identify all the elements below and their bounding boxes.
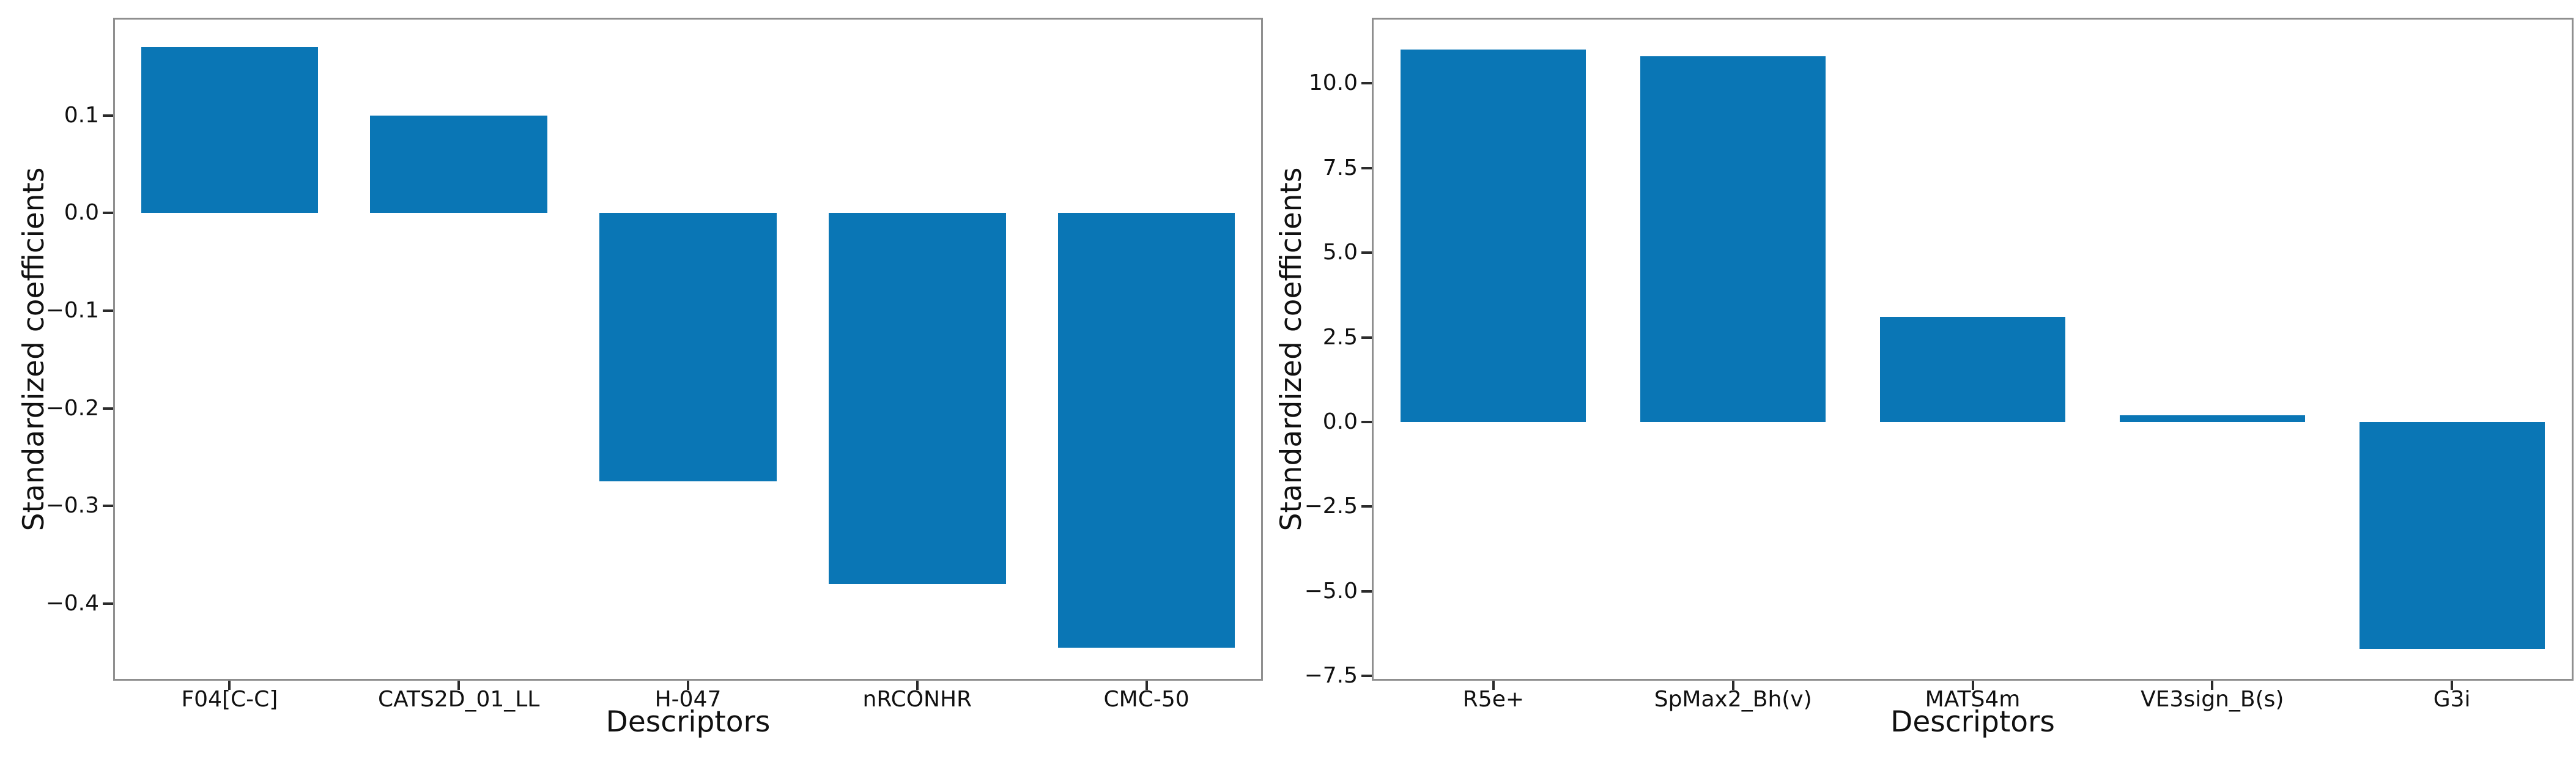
x-tick-label: R5e+ — [1462, 687, 1525, 712]
x-tick-label: F04[C-C] — [181, 687, 278, 712]
x-tick-mark — [1971, 681, 1974, 690]
y-tick-label: −7.5 — [1304, 663, 1358, 689]
x-tick-mark — [1731, 681, 1734, 690]
x-tick-label: CATS2D_01_LL — [378, 687, 540, 712]
x-tick-label: CMC-50 — [1103, 687, 1190, 712]
y-tick-label: 2.5 — [1322, 324, 1358, 350]
y-tick-label: 0.1 — [64, 102, 99, 128]
x-tick-mark — [2211, 681, 2214, 690]
bar-CATS2D_01_LL — [370, 115, 548, 213]
plot-area — [113, 18, 1263, 681]
bar-F04[C-C] — [141, 46, 319, 213]
y-tick-mark — [1361, 505, 1372, 508]
y-tick-mark — [103, 505, 113, 508]
x-tick-mark — [1145, 681, 1148, 690]
x-tick-label: SpMax2_Bh(v) — [1654, 687, 1812, 712]
bar-VE3sign_B(s) — [2119, 415, 2305, 423]
x-tick-label: H-047 — [654, 687, 722, 712]
x-tick-mark — [916, 681, 919, 690]
y-tick-mark — [1361, 590, 1372, 593]
y-tick-label: 5.0 — [1322, 240, 1358, 265]
x-tick-label: MATS4m — [1925, 687, 2021, 712]
y-tick-mark — [1361, 421, 1372, 424]
x-axis-label: Descriptors — [1890, 705, 2055, 739]
y-tick-mark — [103, 309, 113, 312]
bar-G3i — [2359, 422, 2545, 649]
y-tick-label: −0.4 — [45, 591, 99, 616]
y-tick-mark — [1361, 166, 1372, 169]
bar-R5e+ — [1401, 50, 1586, 423]
x-tick-mark — [457, 681, 461, 690]
x-tick-mark — [2451, 681, 2454, 690]
y-tick-mark — [103, 114, 113, 117]
y-tick-label: 0.0 — [64, 200, 99, 226]
y-tick-label: 7.5 — [1322, 155, 1358, 180]
x-tick-mark — [1492, 681, 1495, 690]
x-tick-label: G3i — [2433, 687, 2471, 712]
x-tick-label: VE3sign_B(s) — [2141, 687, 2284, 712]
x-tick-mark — [228, 681, 231, 690]
y-tick-label: −0.1 — [45, 297, 99, 323]
x-axis-label: Descriptors — [605, 705, 771, 739]
x-tick-label: nRCONHR — [862, 687, 972, 712]
bar-SpMax2_Bh(v) — [1640, 56, 1826, 423]
y-tick-mark — [1361, 675, 1372, 678]
bar-nRCONHR — [828, 213, 1006, 585]
x-tick-mark — [687, 681, 689, 690]
y-tick-mark — [1361, 336, 1372, 339]
bar-MATS4m — [1880, 317, 2065, 423]
y-tick-mark — [103, 407, 113, 410]
y-tick-label: −0.3 — [45, 493, 99, 519]
y-tick-mark — [1361, 251, 1372, 254]
bar-H-047 — [599, 213, 777, 482]
y-tick-mark — [103, 602, 113, 605]
plot-area — [1372, 18, 2574, 681]
y-tick-label: −0.2 — [45, 395, 99, 421]
y-tick-label: 0.0 — [1322, 409, 1358, 435]
bar-CMC-50 — [1057, 213, 1235, 648]
y-tick-label: 10.0 — [1308, 70, 1358, 96]
y-tick-label: −5.0 — [1304, 578, 1358, 604]
y-tick-mark — [103, 212, 113, 215]
y-tick-mark — [1361, 82, 1372, 85]
y-tick-label: −2.5 — [1304, 494, 1358, 519]
